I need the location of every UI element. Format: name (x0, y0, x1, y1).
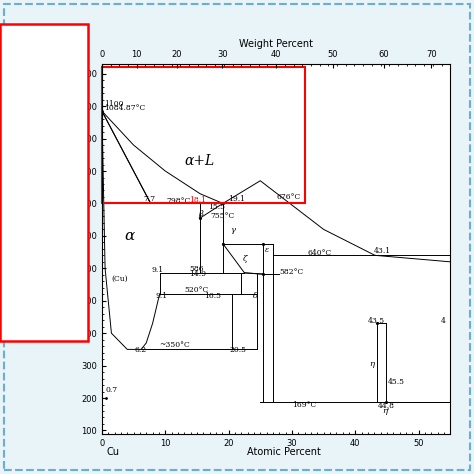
Text: 4: 4 (441, 317, 446, 325)
Text: 640°C: 640°C (308, 249, 332, 257)
Text: 1084.87°C: 1084.87°C (104, 104, 146, 112)
Text: 44.8: 44.8 (377, 402, 394, 410)
Text: ε: ε (265, 246, 269, 255)
Text: 1100: 1100 (104, 100, 123, 108)
Text: α: α (124, 229, 134, 243)
Text: ζ: ζ (243, 255, 247, 263)
Text: 520°C: 520°C (184, 286, 209, 294)
Text: 14.9: 14.9 (189, 270, 206, 278)
Y-axis label: Temperature: Temperature (63, 218, 73, 280)
Text: 16.5: 16.5 (204, 292, 221, 300)
Text: 43.1: 43.1 (374, 247, 392, 255)
Text: 676°C: 676°C (276, 193, 301, 201)
Text: 43.5: 43.5 (368, 317, 385, 325)
Text: 19.1: 19.1 (228, 195, 246, 202)
Text: 798°C: 798°C (166, 197, 191, 205)
Text: 18.1: 18.1 (189, 196, 206, 204)
Text: 755°C: 755°C (211, 212, 235, 220)
Text: η: η (369, 360, 374, 368)
X-axis label: Weight Percent: Weight Percent (239, 39, 313, 49)
Text: 582°C: 582°C (279, 267, 303, 275)
Text: 45.5: 45.5 (388, 378, 405, 386)
Text: O: O (9, 48, 24, 66)
Text: 169°C: 169°C (292, 401, 316, 409)
Text: 15.5: 15.5 (209, 203, 225, 210)
Text: 6.2: 6.2 (135, 346, 147, 354)
Text: η': η' (382, 407, 389, 415)
Text: 7.7: 7.7 (143, 195, 155, 202)
Text: °C: °C (9, 292, 25, 305)
Text: (Cu): (Cu) (111, 275, 128, 283)
Text: Atomic Percent: Atomic Percent (247, 447, 321, 457)
Text: Cu: Cu (107, 447, 119, 457)
Text: 586: 586 (189, 265, 204, 273)
Bar (102, 67, 305, 203)
Text: α+L: α+L (184, 154, 215, 168)
Text: 9.1: 9.1 (156, 292, 168, 300)
Text: ~350°C: ~350°C (159, 341, 190, 349)
Text: ─  ─: ─ ─ (24, 97, 36, 102)
Text: δ: δ (253, 292, 258, 300)
Text: 20.5: 20.5 (230, 346, 247, 354)
Text: 9.1: 9.1 (151, 265, 164, 273)
Text: 5.5: 5.5 (9, 325, 29, 338)
Text: 0.7: 0.7 (105, 386, 117, 394)
Text: γ: γ (230, 226, 235, 234)
Text: β: β (198, 210, 203, 218)
